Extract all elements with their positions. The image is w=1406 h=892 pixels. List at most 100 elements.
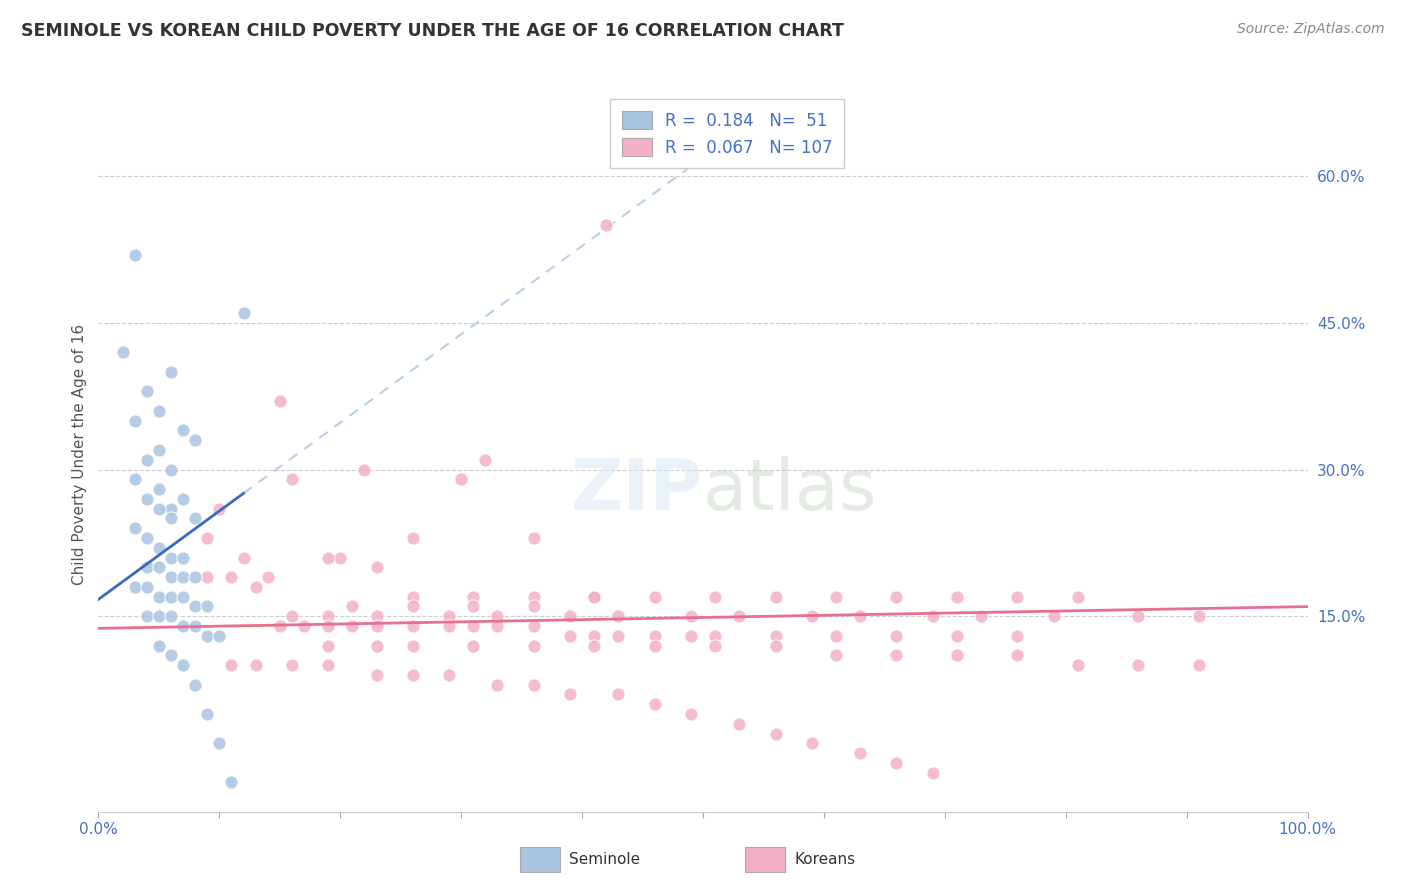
Point [704,590,727,604]
Point [148,609,170,624]
Point [366,609,388,624]
Point [329,550,352,565]
Point [644,590,666,604]
Point [172,590,194,604]
Point [256,570,278,584]
Point [463,639,485,653]
Point [184,511,207,525]
Point [437,609,460,624]
Text: Koreans: Koreans [794,853,855,867]
Point [1042,609,1064,624]
Point [148,639,170,653]
Point [970,609,993,624]
Point [281,658,304,673]
Text: Source: ZipAtlas.com: Source: ZipAtlas.com [1237,22,1385,37]
Point [184,570,207,584]
Point [208,736,231,750]
Point [644,697,666,711]
Point [195,629,218,643]
Point [148,404,170,418]
Point [124,247,146,261]
Point [160,511,183,525]
Point [353,462,375,476]
Point [342,619,364,633]
Point [160,501,183,516]
Point [402,531,425,545]
Point [172,570,194,584]
Point [366,639,388,653]
Text: Seminole: Seminole [569,853,641,867]
Point [486,619,509,633]
Point [946,648,969,663]
Point [558,687,581,701]
Point [160,648,183,663]
Point [124,580,146,594]
Point [1188,658,1211,673]
Point [135,531,157,545]
Point [221,775,243,789]
Point [728,716,751,731]
Point [148,590,170,604]
Point [1007,629,1029,643]
Text: SEMINOLE VS KOREAN CHILD POVERTY UNDER THE AGE OF 16 CORRELATION CHART: SEMINOLE VS KOREAN CHILD POVERTY UNDER T… [21,22,844,40]
Point [135,491,157,506]
Point [523,590,546,604]
Point [583,629,606,643]
Point [437,668,460,682]
Point [946,629,969,643]
Point [245,580,267,594]
Point [886,590,908,604]
Point [1067,590,1090,604]
Point [679,629,702,643]
Point [1128,609,1150,624]
Point [172,491,194,506]
Point [523,619,546,633]
Point [195,570,218,584]
Point [825,629,848,643]
Y-axis label: Child Poverty Under the Age of 16: Child Poverty Under the Age of 16 [72,325,87,585]
Point [679,609,702,624]
Legend: R =  0.184   N=  51, R =  0.067   N= 107: R = 0.184 N= 51, R = 0.067 N= 107 [610,99,844,169]
Point [1067,658,1090,673]
Point [558,609,581,624]
Point [184,599,207,614]
Point [463,599,485,614]
Point [232,306,254,320]
Point [316,619,339,633]
Point [474,452,496,467]
Point [281,472,304,486]
Point [316,658,339,673]
Point [1007,590,1029,604]
Point [463,590,485,604]
Point [366,560,388,574]
Point [921,765,943,780]
Point [800,736,823,750]
Point [269,394,291,409]
Point [135,452,157,467]
Point [800,609,823,624]
Point [160,609,183,624]
Point [825,648,848,663]
Point [316,639,339,653]
Point [316,550,339,565]
Point [765,629,787,643]
Point [195,531,218,545]
Point [172,658,194,673]
Point [607,687,630,701]
Point [316,609,339,624]
Point [208,629,231,643]
Point [160,462,183,476]
Point [486,678,509,692]
Point [644,639,666,653]
Point [825,590,848,604]
Point [135,580,157,594]
Point [148,501,170,516]
Point [463,619,485,633]
Point [486,609,509,624]
Point [946,590,969,604]
Point [402,619,425,633]
Text: ZIP: ZIP [571,456,703,525]
Point [342,599,364,614]
Point [644,629,666,643]
Point [523,531,546,545]
